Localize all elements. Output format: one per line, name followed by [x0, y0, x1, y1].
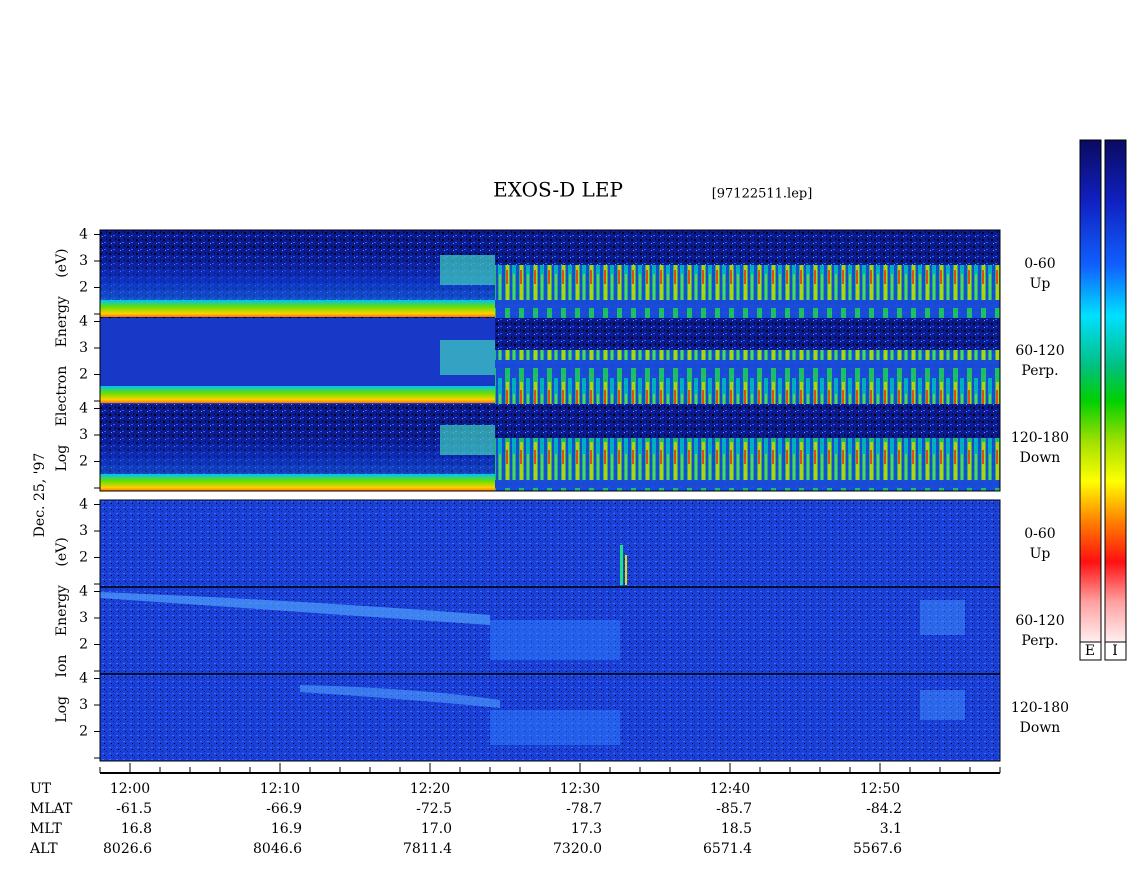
panel-angle: 120-180 — [1011, 700, 1069, 716]
y-tick-label: 3 — [79, 523, 88, 539]
row-value: -85.7 — [716, 801, 752, 817]
title: EXOS-D LEP — [493, 178, 623, 202]
y-tick-label: 2 — [79, 637, 88, 653]
colorbar — [1104, 139, 1127, 643]
row-value: 8046.6 — [253, 841, 302, 857]
y-tick-label: 4 — [79, 671, 88, 687]
row-value: 12:30 — [560, 781, 600, 797]
row-value: 12:50 — [860, 781, 900, 797]
row-value: 3.1 — [880, 821, 902, 837]
y-tick-label: 3 — [79, 340, 88, 356]
row-value: 17.0 — [421, 821, 452, 837]
panel-direction: Perp. — [1021, 633, 1058, 649]
row-value: -72.5 — [416, 801, 452, 817]
panel-direction: Down — [1020, 720, 1061, 736]
panel-direction: Up — [1030, 276, 1051, 292]
ion-spectrogram — [100, 500, 1000, 761]
ion-axis-label: Log Ion Energy (eV) — [54, 537, 70, 722]
panels — [99, 139, 1127, 774]
panel-angle: 60-120 — [1015, 343, 1064, 359]
row-value: 17.3 — [571, 821, 602, 837]
panel-angle: 60-120 — [1015, 613, 1064, 629]
row-label: MLAT — [30, 801, 73, 817]
panel-direction: Up — [1030, 546, 1051, 562]
colorbar-label: E — [1085, 643, 1095, 659]
panel-direction: Down — [1020, 450, 1061, 466]
y-tick-label: 2 — [79, 280, 88, 296]
electron-axis-label: Log Electron Energy (eV) — [54, 248, 70, 471]
y-tick-label: 2 — [79, 454, 88, 470]
row-value: -66.9 — [266, 801, 302, 817]
row-value: 12:00 — [110, 781, 150, 797]
row-value: 12:40 — [710, 781, 750, 797]
y-tick-label: 4 — [79, 227, 88, 243]
colorbar-label: I — [1112, 643, 1118, 659]
row-value: 7811.4 — [403, 841, 452, 857]
y-tick-label: 4 — [79, 497, 88, 513]
y-tick-label: 4 — [79, 584, 88, 600]
panel-angle: 0-60 — [1024, 526, 1055, 542]
row-value: 6571.4 — [703, 841, 752, 857]
panel-direction: Perp. — [1021, 363, 1058, 379]
row-label: MLT — [30, 821, 62, 837]
y-tick-label: 3 — [79, 253, 88, 269]
row-value: 16.9 — [271, 821, 302, 837]
row-label: UT — [30, 781, 52, 797]
y-tick-label: 3 — [79, 697, 88, 713]
y-tick-label: 2 — [79, 367, 88, 383]
date: Dec. 25, '97 — [32, 453, 48, 538]
row-value: 12:10 — [260, 781, 300, 797]
panel-angle: 120-180 — [1011, 430, 1069, 446]
row-label: ALT — [29, 841, 58, 857]
y-tick-label: 4 — [79, 401, 88, 417]
y-tick-label: 3 — [79, 610, 88, 626]
row-value: 16.8 — [121, 821, 152, 837]
row-value: -78.7 — [566, 801, 602, 817]
electron-spectrogram — [100, 230, 1000, 491]
row-value: -61.5 — [116, 801, 152, 817]
row-value: 7320.0 — [553, 841, 602, 857]
row-value: 5567.6 — [853, 841, 902, 857]
row-value: 12:20 — [410, 781, 450, 797]
row-value: 18.5 — [721, 821, 752, 837]
y-tick-label: 4 — [79, 314, 88, 330]
file-name: [97122511.lep] — [712, 187, 813, 202]
y-tick-label: 2 — [79, 550, 88, 566]
row-value: -84.2 — [866, 801, 902, 817]
panel-angle: 0-60 — [1024, 256, 1055, 272]
y-tick-label: 2 — [79, 724, 88, 740]
y-tick-label: 3 — [79, 427, 88, 443]
row-value: 8026.6 — [103, 841, 152, 857]
colorbar — [1079, 139, 1102, 643]
